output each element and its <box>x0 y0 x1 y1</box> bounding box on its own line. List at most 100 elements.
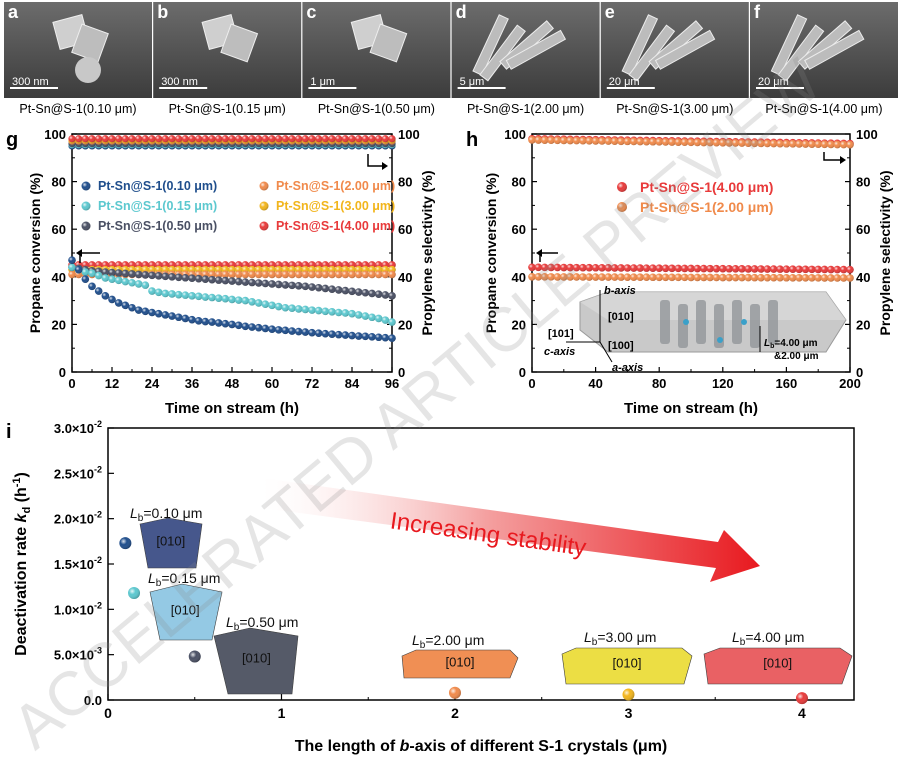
selectivity-point-4.00-shade <box>368 135 376 143</box>
crystal-face-label: [010] <box>613 655 642 670</box>
conversion-point-0.15-shade <box>168 290 176 298</box>
selectivity-point-2.00-shade <box>820 140 829 149</box>
conversion-point-0.15-shade <box>181 291 190 299</box>
conversion-point-2.00-shade <box>636 273 644 282</box>
conversion-point-0.15-shade <box>308 306 316 314</box>
conversion-point-0.50-shade <box>261 279 270 288</box>
sem-letter-b: b <box>157 2 168 22</box>
selectivity-point-2.00-shade <box>814 140 822 149</box>
conversion-point-4.00-shade <box>769 265 778 273</box>
conversion-point-0.50-shade <box>201 275 210 283</box>
conversion-point-4.00-shade <box>591 263 600 272</box>
conversion-point-2.00-shade <box>314 270 323 279</box>
selectivity-point-4.00-shade <box>121 135 129 143</box>
conversion-point-0.10-shade <box>368 332 376 341</box>
conversion-point-0.50-shade <box>121 269 130 278</box>
selectivity-point-4.00-shade <box>315 135 323 143</box>
conversion-point-0.10-shade <box>301 328 310 336</box>
conversion-point-0.15-shade <box>154 288 163 297</box>
conversion-point-0.15-shade <box>68 263 76 272</box>
sem-scale-label-c: 1 μm <box>310 76 335 88</box>
sem-scale-label-f: 20 μm <box>758 76 789 88</box>
selectivity-point-2.00-shade <box>585 137 594 145</box>
crystal-shape-4 <box>561 647 693 685</box>
conversion-point-2.00-shade <box>268 270 276 279</box>
conversion-point-4.00-shade <box>528 263 536 272</box>
conversion-point-0.50-shade <box>294 282 303 290</box>
conversion-point-0.50-shade <box>288 281 296 290</box>
deactivation-point-4-shade <box>622 688 635 701</box>
conversion-point-2.00-shade <box>208 270 216 279</box>
selectivity-point-2.00-shade <box>566 136 574 145</box>
selectivity-point-4.00-shade <box>115 135 123 143</box>
inset-lb-note-2: &2.00 μm <box>774 351 819 362</box>
ylabel-g: Propane conversion (%) <box>27 173 43 333</box>
conversion-point-0.50-shade <box>334 286 343 294</box>
x-tick-label: 40 <box>588 376 602 391</box>
xlabel-h: Time on stream (h) <box>624 400 758 417</box>
conversion-point-0.50-shade <box>341 286 350 295</box>
selectivity-point-4.00-shade <box>88 135 96 143</box>
y-tick-label: 100 <box>504 127 526 142</box>
conversion-point-2.00-shade <box>610 273 619 281</box>
conversion-point-4.00-shade <box>680 264 689 273</box>
conversion-point-2.00-shade <box>221 270 230 279</box>
y-tick-label: 2.0×10-2 <box>54 510 102 527</box>
selectivity-point-2.00-shade <box>680 138 689 147</box>
xlabel-i: The length of b-axis of different S-1 cr… <box>295 738 668 755</box>
conversion-point-4.00-shade <box>661 264 670 273</box>
sem-crystal <box>71 23 109 63</box>
conversion-point-0.10-shade <box>201 317 210 326</box>
conversion-point-2.00-shade <box>795 273 803 282</box>
conversion-point-0.10-shade <box>261 324 270 333</box>
conversion-point-0.15-shade <box>268 301 276 310</box>
conversion-point-0.50-shade <box>248 278 256 287</box>
y2-tick-label: 20 <box>856 317 870 332</box>
conversion-point-2.00-shade <box>248 270 256 279</box>
selectivity-point-2.00-shade <box>750 139 759 148</box>
y-tick-label: 5.0×10-3 <box>54 646 102 663</box>
y2-tick-label: 80 <box>856 175 870 190</box>
conversion-point-0.15-shade <box>141 281 150 289</box>
x-tick-label: 3 <box>625 705 633 721</box>
inset-a-axis-label: a-axis <box>612 362 643 374</box>
conversion-point-0.15-shade <box>354 311 363 319</box>
selectivity-point-4.00-shade <box>228 135 236 143</box>
conversion-point-2.00-shade <box>381 270 390 279</box>
selectivity-point-4.00-shade <box>208 135 216 143</box>
selectivity-point-2.00-shade <box>731 139 740 147</box>
conversion-point-2.00-shade <box>553 273 562 281</box>
conversion-point-4.00-shade <box>782 265 791 273</box>
conversion-point-0.10-shade <box>241 322 250 331</box>
conversion-point-0.10-shade <box>88 282 96 291</box>
conversion-point-0.15-shade <box>174 290 183 299</box>
conversion-point-0.10-shade <box>114 299 123 307</box>
conversion-point-0.10-shade <box>268 325 276 333</box>
y-tick-label: 80 <box>512 175 526 190</box>
crystal-length-label: Lb=0.15 μm <box>148 570 220 589</box>
conversion-point-2.00-shade <box>699 273 708 282</box>
conversion-point-2.00-shade <box>572 273 581 281</box>
conversion-point-2.00-shade <box>846 274 854 282</box>
conversion-point-0.15-shade <box>221 294 230 303</box>
conversion-point-0.50-shade <box>108 268 116 277</box>
conversion-point-4.00-shade <box>757 265 765 273</box>
x-tick-label: 80 <box>652 376 666 391</box>
conversion-point-2.00-shade <box>693 273 702 282</box>
crystal-face-label: [010] <box>763 655 792 670</box>
conversion-point-0.50-shade <box>348 287 356 296</box>
conversion-point-0.50-shade <box>381 291 390 299</box>
selectivity-point-2.00-shade <box>712 138 721 147</box>
selectivity-point-2.00-shade <box>782 139 791 148</box>
y-tick-label: 0 <box>519 365 526 380</box>
inset-rod <box>714 304 724 348</box>
conversion-point-0.15-shade <box>361 312 370 320</box>
conversion-point-2.00-shade <box>368 270 376 279</box>
inset-rod <box>750 304 760 348</box>
conversion-point-2.00-shade <box>228 270 236 279</box>
crystal-shape-0 <box>139 517 203 569</box>
conversion-point-0.50-shade <box>308 283 316 291</box>
selectivity-point-2.00-shade <box>763 139 772 148</box>
conversion-point-2.00-shade <box>744 273 753 282</box>
selectivity-point-4.00-shade <box>155 135 163 143</box>
